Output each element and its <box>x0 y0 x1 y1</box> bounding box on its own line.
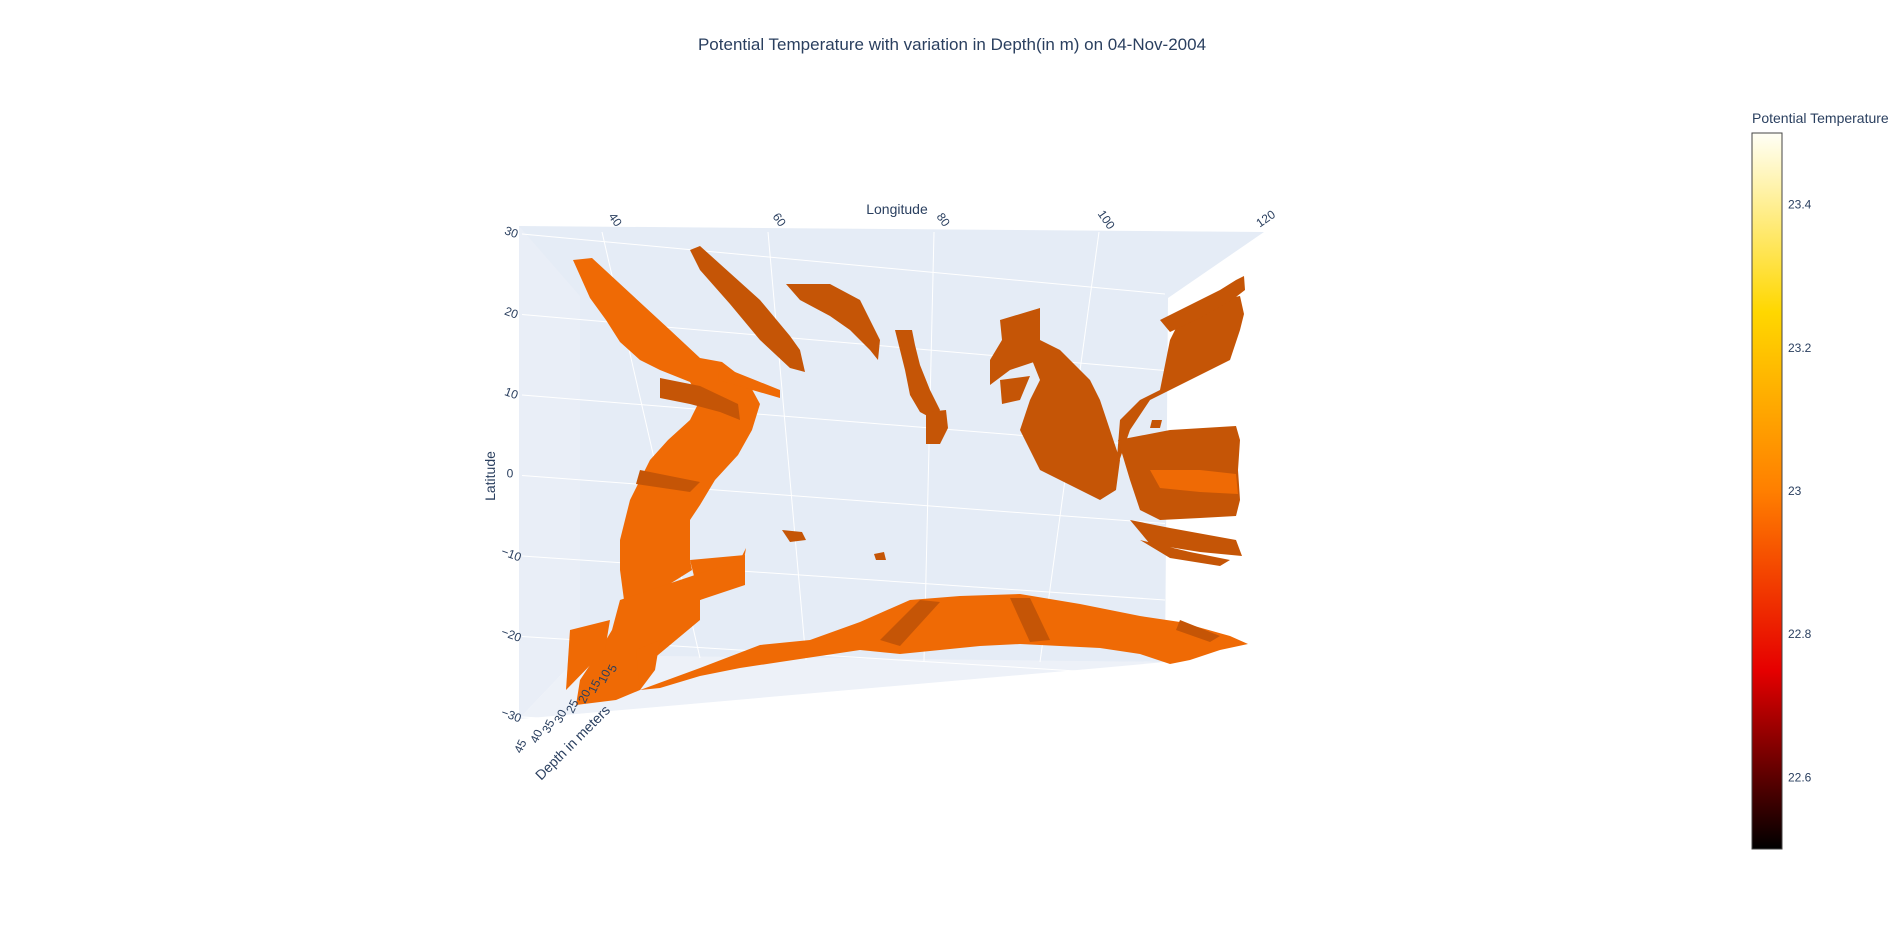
z-tick-label: 30 <box>551 707 569 725</box>
z-tick-label: 10 <box>595 667 613 685</box>
surface-bengal <box>990 308 1040 385</box>
x-tick-label: 60 <box>770 210 789 229</box>
z-tick-label: 45 <box>511 737 529 755</box>
surface-sri-lanka <box>926 410 948 444</box>
z-tick-label: 35 <box>539 717 557 735</box>
x-tick-label: 120 <box>1253 207 1278 230</box>
surface-southern-ridge <box>640 594 1248 690</box>
surface-myanmar <box>1020 330 1120 500</box>
x-axis-title: Longitude <box>866 201 928 217</box>
z-tick-label: 25 <box>563 697 581 715</box>
y-grid-line <box>521 475 1166 524</box>
surface-africa-coast <box>573 258 760 600</box>
y-axis-title: Latitude <box>482 451 498 501</box>
z-tick-label: 15 <box>585 677 603 695</box>
surface-island-a <box>782 530 806 542</box>
surface-africa-shade-2 <box>636 470 700 492</box>
scene[interactable] <box>519 226 1267 754</box>
chart-title: Potential Temperature with variation in … <box>698 35 1206 54</box>
surface-island-c <box>1150 420 1162 428</box>
y-tick-label: 0 <box>507 467 514 481</box>
y-tick-label: −10 <box>499 544 523 564</box>
surface-sw-tail <box>636 640 660 690</box>
x-grid-line <box>767 231 807 661</box>
temperature-surface <box>566 246 1248 705</box>
surface-island-b <box>874 552 886 560</box>
colorbar-gradient <box>1751 132 1783 850</box>
colorbar-tick-label: 22.6 <box>1788 770 1812 784</box>
surface-china-shelf <box>1160 276 1245 332</box>
colorbar: Potential Temperature 23.4 23.2 23 22.8 22.6 <box>1751 110 1889 850</box>
y-grid-line <box>521 716 1166 754</box>
x-grid-line <box>923 231 935 662</box>
surface-arabian-north <box>786 284 880 360</box>
z-tick-label: 40 <box>527 727 545 745</box>
surface-indonesia-stripes <box>1130 520 1242 566</box>
surface-bengal-tail <box>1000 376 1030 404</box>
surface-sea-east <box>1116 296 1244 470</box>
surface-gulf <box>718 366 780 398</box>
floor-wall <box>519 655 1165 719</box>
y-tick-label: −20 <box>499 625 523 645</box>
surface-india <box>895 330 940 420</box>
colorbar-tick-label: 22.8 <box>1788 627 1812 641</box>
colorbar-tick-label: 23.4 <box>1788 198 1812 212</box>
colorbar-title: Potential Temperature <box>1752 110 1889 126</box>
y-tick-label: 30 <box>503 223 521 241</box>
colorbar-tick-label: 23 <box>1788 484 1802 498</box>
y-tick-label: −30 <box>499 705 523 725</box>
x-tick-label: 40 <box>606 210 625 229</box>
z-tick-label: 20 <box>575 687 593 705</box>
back-wall <box>519 226 1264 662</box>
surface-sw-mass <box>576 548 746 705</box>
colorbar-ticks: 23.4 23.2 23 22.8 22.6 <box>1788 198 1812 785</box>
surface-africa-shade <box>660 378 740 420</box>
x-tick-label: 100 <box>1095 207 1118 232</box>
surface-sw-stripe <box>566 620 610 690</box>
x-tick-label: 80 <box>934 210 953 229</box>
surface-indonesia-tail <box>1150 470 1238 494</box>
surface-red-sea <box>690 246 805 372</box>
y-grid-line <box>521 233 1166 295</box>
y-tick-label: 20 <box>503 304 521 322</box>
y-tick-label: 10 <box>503 384 521 402</box>
colorbar-tick-label: 23.2 <box>1788 341 1812 355</box>
side-wall <box>519 226 580 719</box>
